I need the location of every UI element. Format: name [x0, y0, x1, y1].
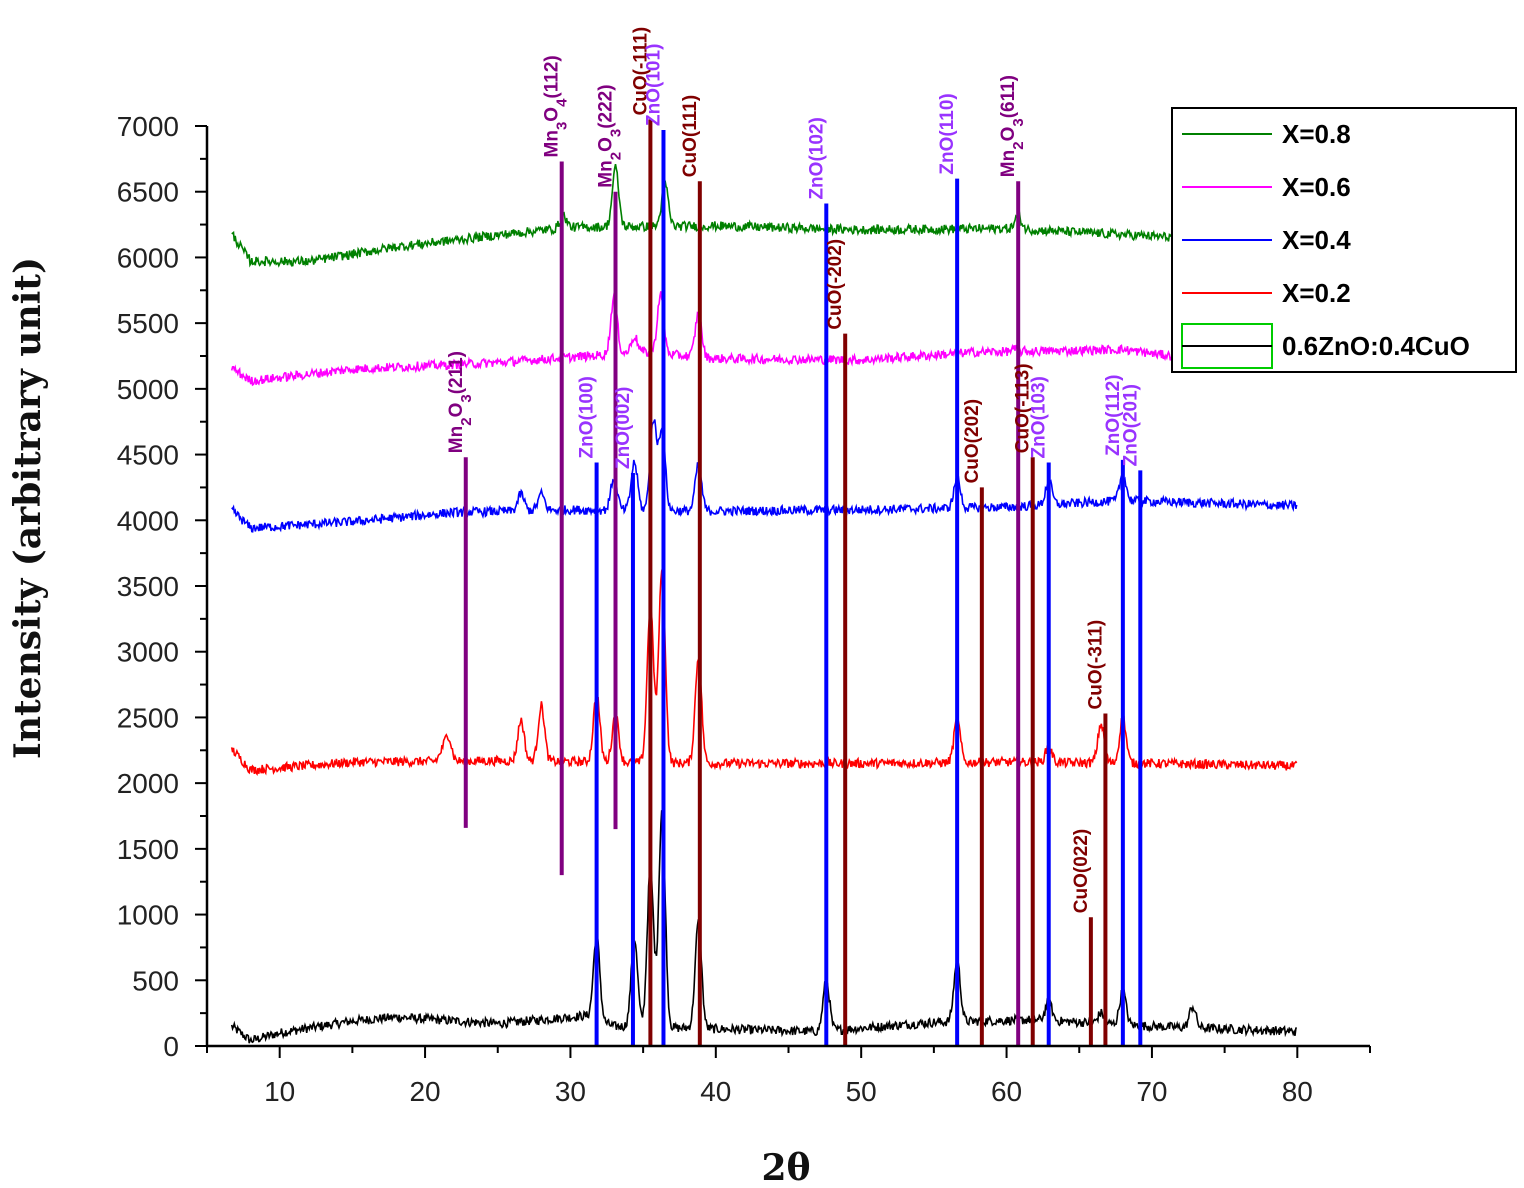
y-tick-label-8: 4000 [117, 505, 179, 536]
y-tick-label-3: 1500 [117, 834, 179, 865]
reference-label-18: ZnO(201) [1120, 384, 1141, 466]
y-tick-label-12: 6000 [117, 242, 179, 273]
y-tick-label-2: 1000 [117, 900, 179, 931]
reference-label-9: CuO(-202) [825, 239, 846, 330]
reference-label-14: ZnO(103) [1029, 376, 1050, 458]
reference-label-12: Mn2O3(611) [998, 75, 1027, 177]
reference-label-3: CuO(-111) [630, 27, 651, 116]
y-tick-label-0: 0 [163, 1031, 179, 1062]
y-tick-label-4: 2000 [117, 768, 179, 799]
x-tick-label-5: 60 [991, 1076, 1022, 1107]
y-tick-label-10: 5000 [117, 374, 179, 405]
series-layer [230, 164, 1298, 1044]
legend-label-0: X=0.8 [1282, 119, 1351, 149]
x-tick-label-1: 20 [409, 1076, 440, 1107]
legend-label-4: 0.6ZnO:0.4CuO [1282, 331, 1470, 361]
reference-label-4: ZnO(101) [643, 44, 664, 126]
x-tick-label-2: 30 [555, 1076, 586, 1107]
reference-label-6: ZnO(100) [577, 376, 598, 458]
x-tick-label-0: 10 [264, 1076, 295, 1107]
reference-label-5: CuO(111) [680, 95, 701, 177]
y-tick-label-5: 2500 [117, 702, 179, 733]
reference-label-11: CuO(202) [962, 399, 983, 483]
y-tick-label-1: 500 [132, 965, 179, 996]
series-line-0 [230, 809, 1298, 1044]
reference-label-1: Mn3O4(112) [542, 55, 571, 157]
x-tick-label-7: 80 [1282, 1076, 1313, 1107]
axes-layer: 10 20 30 40 50 60 70 80 0 500 1000 1500 2000 2500 3000… [117, 111, 1371, 1107]
y-axis-title: Intensity (arbitrary unit) [7, 257, 49, 759]
series-line-4 [231, 164, 1182, 268]
reference-label-10: ZnO(110) [937, 93, 958, 174]
legend-label-1: X=0.6 [1282, 172, 1351, 202]
series-line-2 [231, 419, 1298, 533]
reference-label-0: Mn2O3(211) [446, 351, 475, 453]
reference-label-8: ZnO(102) [806, 117, 827, 199]
y-tick-label-13: 6500 [117, 177, 179, 208]
legend-label-2: X=0.4 [1282, 225, 1351, 255]
reference-label-16: CuO(-311) [1085, 620, 1106, 710]
x-tick-label-6: 70 [1136, 1076, 1167, 1107]
y-tick-label-9: 4500 [117, 440, 179, 471]
y-tick-label-14: 7000 [117, 111, 179, 142]
series-line-1 [230, 567, 1298, 776]
reference-label-13: CuO(-113) [1013, 363, 1034, 453]
y-tick-label-11: 5500 [117, 308, 179, 339]
reference-lines-layer: Mn2O3(211)Mn3O4(112)Mn2O3(222) CuO(-111)Z… [446, 27, 1143, 1046]
y-tick-label-6: 3000 [117, 637, 179, 668]
x-tick-label-4: 50 [846, 1076, 877, 1107]
reference-label-7: ZnO(002) [613, 387, 634, 469]
x-tick-label-3: 40 [700, 1076, 731, 1107]
series-line-3 [230, 291, 1181, 387]
reference-label-15: CuO(022) [1071, 829, 1092, 913]
legend-label-3: X=0.2 [1282, 278, 1351, 308]
reference-label-17: ZnO(112) [1103, 375, 1124, 456]
reference-label-2: Mn2O3(222) [596, 84, 625, 187]
legend: X=0.8 X=0.6 X=0.4 X=0.2 0.6ZnO:0.4CuO [1171, 107, 1517, 373]
x-axis-title: 2θ [761, 1147, 810, 1188]
y-tick-label-7: 3500 [117, 571, 179, 602]
